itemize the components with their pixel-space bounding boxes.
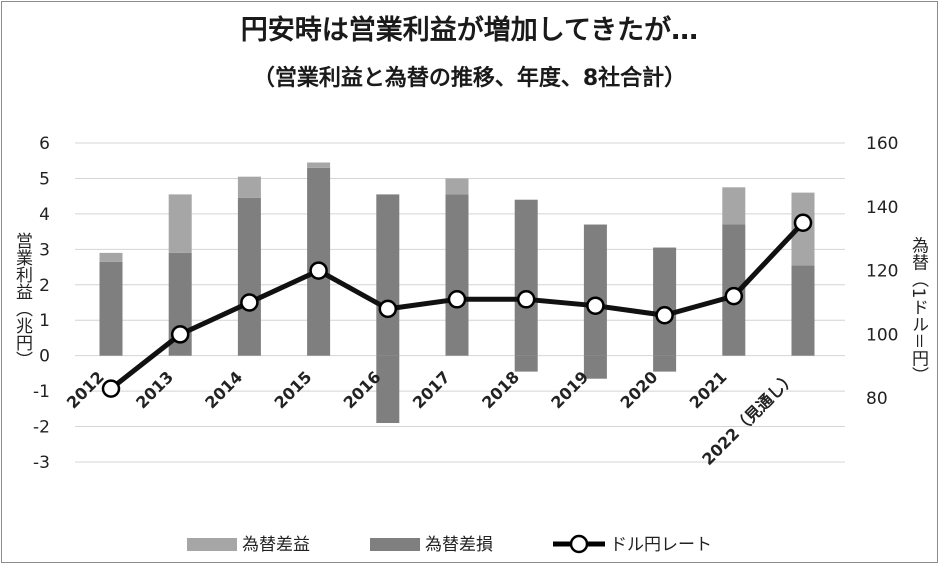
line-point xyxy=(516,290,536,309)
x-tick-label: 2021 xyxy=(686,367,731,412)
bar-gain xyxy=(722,187,746,225)
y-tick-label: 1 xyxy=(39,311,50,331)
bar-loss-negative xyxy=(653,355,677,372)
x-tick-label: 2019 xyxy=(547,367,592,412)
line-point xyxy=(378,299,398,319)
x-tick-label: 2020 xyxy=(617,367,662,412)
line-point xyxy=(101,379,121,398)
bar-loss-negative xyxy=(376,355,400,424)
bar-loss-negative xyxy=(514,355,538,372)
y-tick-label: 0 xyxy=(39,347,50,367)
y-tick-label: 6 xyxy=(39,134,50,154)
y-tick-label: 5 xyxy=(39,169,50,189)
legend-swatch-gain xyxy=(187,538,237,551)
line-point xyxy=(655,306,674,325)
bar-loss xyxy=(445,194,469,356)
y2-tick-label: 80 xyxy=(866,389,888,409)
line-point xyxy=(240,293,259,312)
bar-loss xyxy=(653,247,677,356)
y-tick-label: 2 xyxy=(39,276,50,296)
bar-loss-negative xyxy=(583,355,607,379)
x-tick-label: 2018 xyxy=(478,367,523,412)
y2-tick-label: 140 xyxy=(866,198,898,218)
legend-label-loss: 為替差損 xyxy=(425,535,493,555)
bar-loss xyxy=(99,261,123,356)
x-tick-label: 2013 xyxy=(132,367,177,412)
chart-title: 円安時は営業利益が増加してきたが… xyxy=(240,15,699,46)
bar-gain xyxy=(237,176,261,198)
y2-tick-label: 120 xyxy=(866,262,898,282)
bar-loss xyxy=(237,197,261,356)
x-tick-label: 2012 xyxy=(63,367,108,412)
bar-gain xyxy=(99,252,123,262)
y-tick-label: 3 xyxy=(39,240,50,260)
line-point xyxy=(793,213,813,232)
x-tick-label: 2015 xyxy=(271,367,316,412)
y-tick-label: -1 xyxy=(33,382,50,402)
bar-loss xyxy=(583,224,607,356)
bar-gain xyxy=(168,194,192,253)
x-tick-label: 2017 xyxy=(409,367,454,412)
bar-gain xyxy=(445,178,469,195)
x-tick-label: 2014 xyxy=(201,367,246,412)
bar-loss xyxy=(514,199,538,356)
chart-subtitle: （営業利益と為替の推移、年度、8社合計） xyxy=(252,66,687,91)
y-tick-label: -3 xyxy=(33,453,50,473)
line-point xyxy=(309,261,328,280)
legend-label-gain: 為替差益 xyxy=(242,535,310,555)
legend-swatch-loss xyxy=(370,538,420,551)
y-tick-label: -2 xyxy=(33,418,50,438)
bar-loss xyxy=(791,265,815,356)
bar-loss xyxy=(376,194,400,356)
y2-tick-label: 160 xyxy=(866,134,898,154)
bar-gain xyxy=(307,162,331,168)
y-tick-label: 4 xyxy=(39,205,50,225)
line-point xyxy=(170,325,190,344)
legend-marker-usdjpy xyxy=(569,534,589,554)
legend-label-usdjpy: ドル円レート xyxy=(610,535,712,555)
line-point xyxy=(586,296,605,315)
y2-tick-label: 100 xyxy=(866,325,898,345)
line-point xyxy=(447,290,467,309)
y-axis-label: 営業利益（兆円） xyxy=(12,232,33,368)
line-point xyxy=(724,286,744,306)
y2-axis-label: 為替（1ドル＝円） xyxy=(908,237,929,384)
